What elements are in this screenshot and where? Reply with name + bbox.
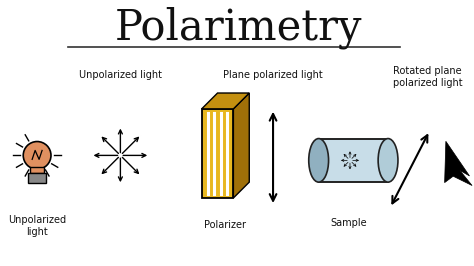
Polygon shape <box>233 93 249 198</box>
Text: Rotated plane
polarized light: Rotated plane polarized light <box>393 66 463 88</box>
Text: Unpolarized light: Unpolarized light <box>79 70 162 80</box>
Text: Polarizer: Polarizer <box>204 220 246 230</box>
Text: Unpolarized
light: Unpolarized light <box>8 215 66 237</box>
Ellipse shape <box>309 139 328 182</box>
Text: Plane polarized light: Plane polarized light <box>223 70 323 80</box>
Text: Polarimetry: Polarimetry <box>115 6 362 49</box>
Bar <box>319 139 388 182</box>
FancyBboxPatch shape <box>30 167 44 173</box>
Ellipse shape <box>378 139 398 182</box>
Text: Sample: Sample <box>330 218 367 228</box>
Bar <box>201 109 233 198</box>
FancyBboxPatch shape <box>319 139 388 182</box>
Polygon shape <box>201 93 249 109</box>
Circle shape <box>23 142 51 169</box>
Bar <box>28 173 46 183</box>
Polygon shape <box>445 141 472 185</box>
